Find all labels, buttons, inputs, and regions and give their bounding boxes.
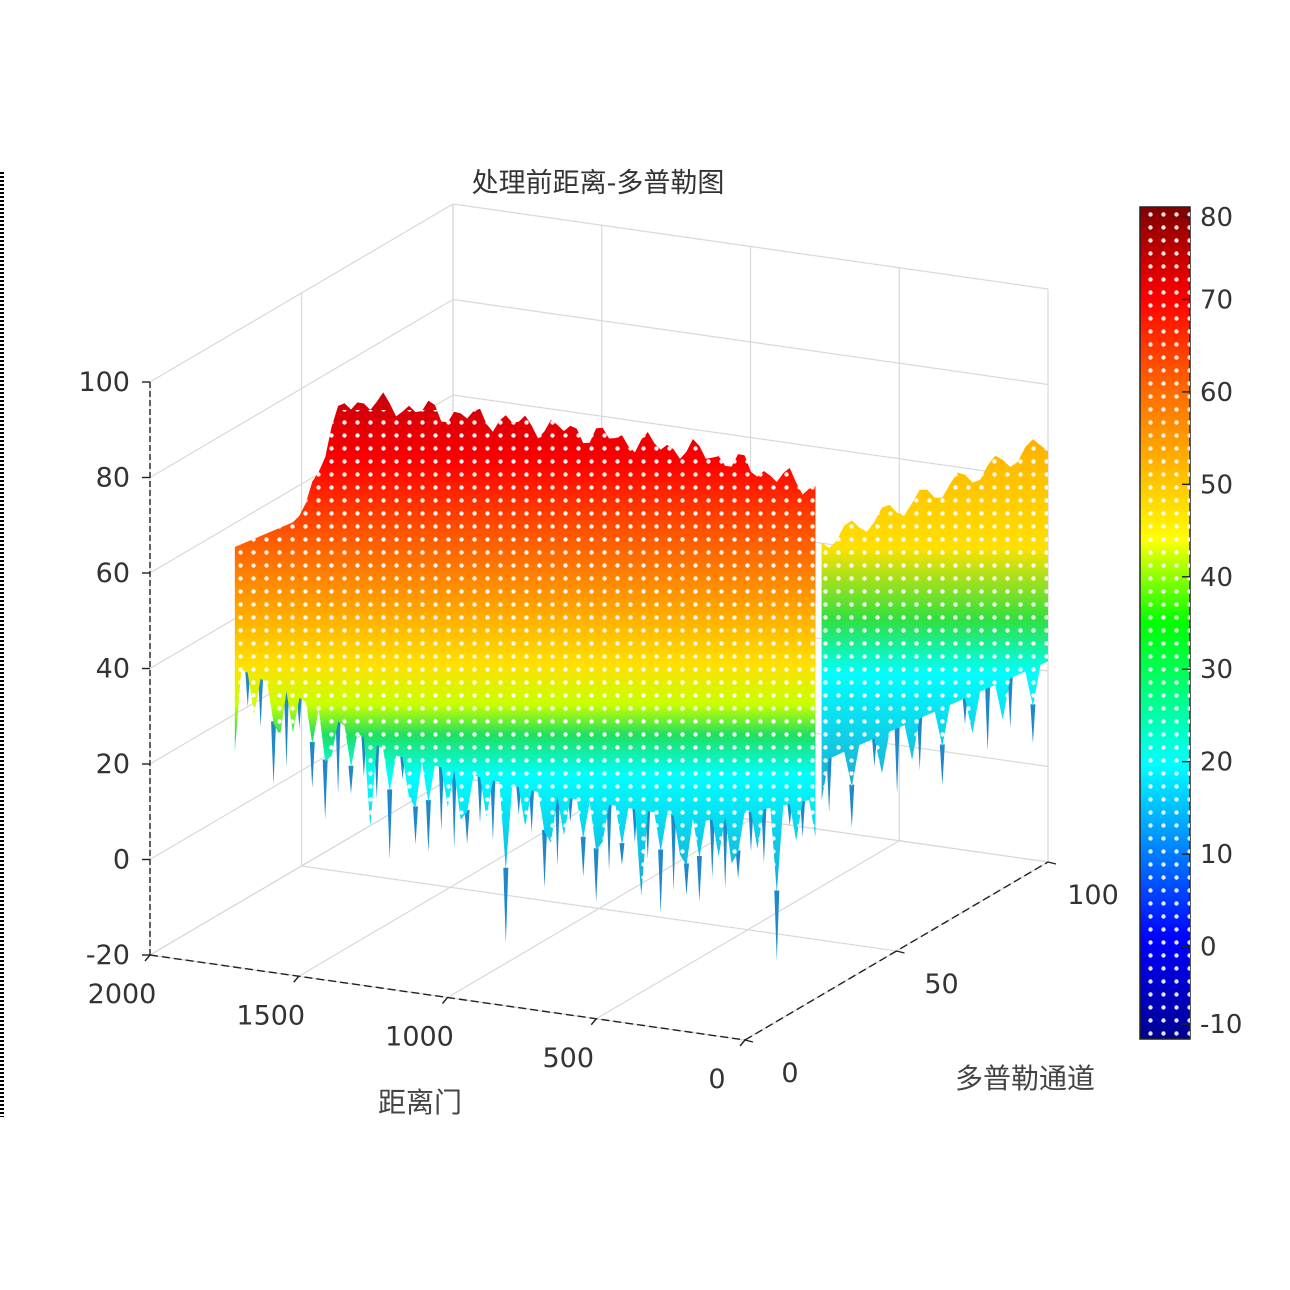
x-tick-mark	[441, 997, 449, 1004]
x-axis-ticks: 2000 1500 1000 500 0	[88, 954, 746, 1095]
colorbar-tick-label: -10	[1200, 1010, 1242, 1040]
y-tick-label: 50	[924, 969, 958, 1000]
colorbar-tick-label: 40	[1200, 563, 1233, 593]
image-edge-border	[0, 172, 4, 1117]
colorbar-tick-label: 60	[1200, 378, 1233, 408]
z-tick-label: 20	[96, 749, 130, 780]
colorbar: 80 70 60 50 40 30 20 10 0 -10	[1139, 203, 1242, 1040]
x-tick-label: 0	[708, 1064, 725, 1095]
colorbar-tick-label: 80	[1200, 203, 1233, 233]
colorbar-tick-label: 0	[1200, 933, 1217, 963]
x-tick-label: 500	[542, 1043, 594, 1074]
colorbar-tick-label: 50	[1200, 470, 1233, 500]
z-tick-label: 100	[78, 367, 130, 398]
x-tick-mark	[739, 1039, 746, 1047]
y-tick-mark	[1047, 861, 1057, 865]
colorbar-tick-label: 20	[1200, 748, 1233, 778]
x-axis-label: 距离门	[378, 1086, 462, 1119]
y-tick-label: 0	[781, 1058, 798, 1089]
y-axis-label: 多普勒通道	[955, 1062, 1095, 1095]
y-axis-ticks: 0 50 100	[744, 861, 1119, 1089]
colorbar-ticks: 80 70 60 50 40 30 20 10 0 -10	[1182, 203, 1242, 1040]
y-tick-label: 100	[1067, 880, 1119, 911]
colorbar-tick-label: 30	[1200, 655, 1233, 685]
z-tick-label: 40	[96, 654, 130, 685]
z-axis-ticks: 100 80 60 40 20 0 -20	[78, 367, 150, 971]
colorbar-dots	[1140, 207, 1190, 1039]
z-tick-label: 0	[113, 845, 130, 876]
x-tick-mark	[293, 975, 300, 983]
z-tick-label: -20	[86, 940, 130, 971]
colorbar-tick-label: 70	[1200, 285, 1233, 315]
x-tick-label: 1000	[385, 1022, 454, 1053]
x-tick-mark	[590, 1018, 597, 1026]
z-tick-label: 60	[96, 558, 130, 589]
chart-title: 处理前距离-多普勒图	[472, 168, 725, 199]
surface-mesh-dots	[234, 410, 1049, 897]
colorbar-tick-label: 10	[1200, 840, 1233, 870]
x-tick-label: 1500	[236, 1000, 305, 1031]
surface-plot	[234, 392, 1049, 961]
x-tick-mark	[144, 954, 151, 962]
y-tick-mark	[744, 1039, 754, 1043]
y-tick-mark	[896, 950, 905, 954]
z-tick-label: 80	[96, 463, 130, 494]
x-tick-label: 2000	[88, 979, 157, 1010]
